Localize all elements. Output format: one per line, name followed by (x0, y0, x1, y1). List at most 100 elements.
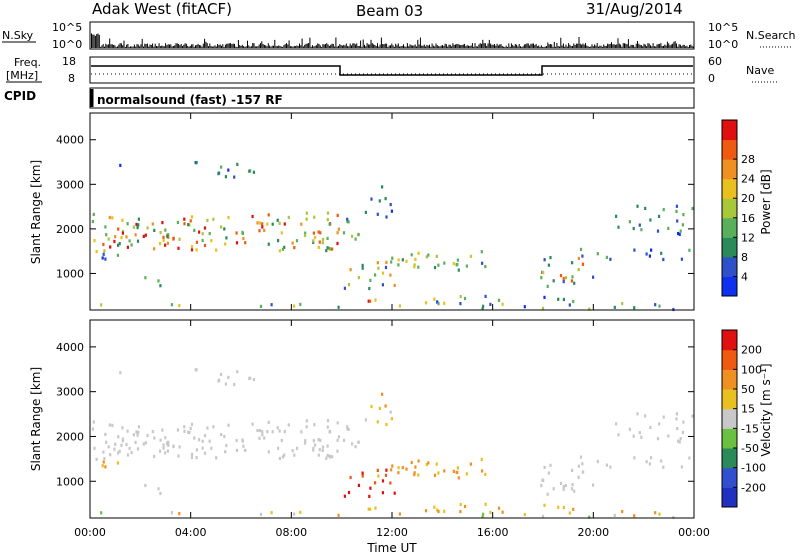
velocity-cell (128, 446, 131, 451)
velocity-cell (351, 442, 354, 446)
nsky-bar (243, 46, 245, 48)
nsky-bar (309, 37, 311, 48)
nsky-bar (430, 46, 432, 48)
nsky-bar (653, 46, 655, 48)
power-cell (573, 281, 576, 285)
nsky-bar (96, 34, 98, 48)
nsky-bar (235, 46, 237, 48)
nsky-bar (408, 46, 410, 48)
power-cell (153, 247, 156, 251)
nsky-bar (273, 45, 274, 48)
nsky-bar (358, 45, 360, 48)
velocity-cell (248, 376, 251, 381)
velocity-cell (317, 438, 320, 442)
power-cell (248, 169, 251, 173)
nsky-bar (214, 45, 216, 48)
velocity-cell (413, 471, 416, 475)
nsky-bar (375, 46, 377, 48)
nsky-bar (224, 44, 226, 48)
power-cell (93, 239, 96, 243)
power-cell (456, 258, 459, 262)
nsky-bar (455, 44, 456, 48)
nsky-bar (509, 46, 511, 48)
power-cell (675, 204, 678, 208)
power-cell (437, 263, 440, 267)
nsky-bar (539, 46, 541, 48)
nsky-bar (553, 41, 555, 48)
x-tick-label: 00:00 (74, 526, 106, 539)
nsky-bar (265, 45, 267, 48)
power-cell (546, 284, 549, 288)
nsky-bar (683, 44, 685, 48)
velocity-cell (278, 456, 281, 461)
nsky-bar (523, 44, 525, 48)
nsky-bar (143, 46, 144, 48)
nsky-bar (483, 43, 485, 48)
power-cell (151, 222, 154, 226)
nsky-bar (499, 44, 501, 48)
velocity-cell (187, 430, 190, 434)
nsky-bar (219, 44, 221, 48)
nsky-bar (647, 43, 649, 48)
nsky-bar (183, 44, 185, 48)
velocity-cell (203, 451, 207, 455)
nsky-bar (114, 45, 116, 48)
nsky-bar (521, 46, 523, 48)
nsky-bar (200, 45, 202, 48)
nsky-bar (237, 40, 239, 48)
nsky-bar (210, 46, 212, 48)
nsky-bar (360, 40, 362, 48)
velocity-cell (433, 505, 436, 509)
power-cell (142, 234, 145, 238)
velocity-cell (384, 404, 387, 408)
nsky-bar (633, 45, 635, 48)
power-cell (208, 232, 211, 236)
nsky-bar (93, 34, 95, 48)
power-cell (121, 231, 124, 235)
nsky-bar (458, 44, 460, 48)
power-cell (650, 248, 653, 252)
nsky-bar (442, 45, 443, 48)
colorbar-segment (722, 369, 737, 390)
velocity-colorbar: 200 100 50 15 -15 -50 -100 -200 (721, 329, 766, 508)
velocity-cell (203, 434, 207, 438)
power-cell (367, 299, 370, 303)
power-cell (489, 302, 492, 306)
power-cell (203, 243, 207, 248)
power-cell (300, 222, 303, 226)
nsky-bar (573, 43, 575, 48)
velocity-cell (489, 510, 492, 514)
power-cell (543, 258, 546, 262)
nsky-bar (153, 46, 155, 48)
velocity-cell (172, 445, 175, 449)
velocity-cell (227, 375, 230, 379)
velocity-colorbar-label: Velocity [m s⁻¹] (759, 363, 773, 456)
power-cell (459, 295, 462, 299)
power-cell (417, 251, 420, 255)
power-cell (374, 298, 377, 302)
nsky-bar (518, 44, 520, 48)
nsky-bar (262, 44, 264, 48)
nsky-bar (154, 43, 156, 48)
y-tick-label: 2000 (56, 430, 84, 443)
nsky-bar (384, 43, 386, 48)
x-tick-label: 08:00 (275, 526, 307, 539)
power-cell (385, 260, 388, 264)
velocity-cell (613, 513, 616, 517)
freq-unit-label: [MHz] (6, 69, 38, 82)
nsky-bar (175, 43, 177, 48)
power-cell (303, 233, 307, 238)
velocity-cell (317, 453, 320, 457)
velocity-cell (588, 515, 591, 519)
nsky-bar (213, 46, 215, 48)
colorbar-tick-label: 4 (741, 270, 748, 283)
power-cell (376, 212, 379, 216)
velocity-cell (104, 432, 107, 436)
velocity-cell (210, 446, 213, 450)
nsky-bar (418, 44, 420, 48)
power-cell (336, 231, 339, 235)
nsky-bar (182, 46, 183, 48)
nsky-bar (174, 45, 176, 48)
power-cell (224, 175, 227, 179)
nsky-bar (301, 38, 303, 48)
